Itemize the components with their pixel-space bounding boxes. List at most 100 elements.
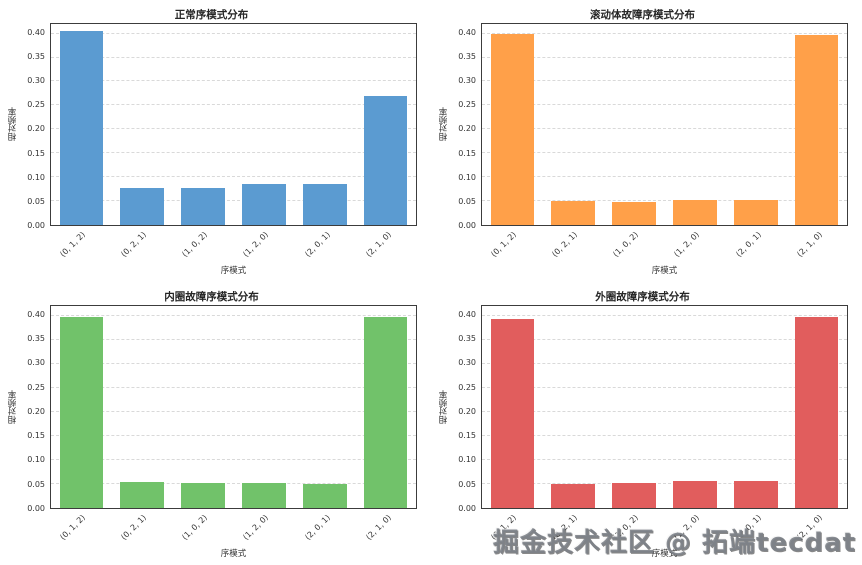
bar-slot [725, 24, 786, 225]
y-tick-label: 0.15 [27, 431, 45, 441]
y-axis: 0.00 0.05 0.10 0.15 0.20 0.25 0.30 0.35 0.40 [451, 23, 481, 229]
x-axis-label: 序模式 [651, 549, 678, 559]
plot-area [481, 305, 848, 509]
y-tick-label: 0.40 [27, 309, 45, 319]
bar-slot [294, 24, 355, 225]
bar-slot [233, 24, 294, 225]
bar [363, 95, 408, 225]
bar [242, 184, 286, 225]
gridline [51, 338, 416, 340]
bar-slot [51, 24, 112, 225]
gridline [51, 80, 416, 82]
y-tick-label: 0.30 [458, 76, 476, 85]
y-tick-label: 0.10 [458, 455, 476, 465]
gridline [482, 386, 847, 388]
chart-title: 外圈故障序模式分布 [595, 291, 690, 303]
bar-slot [604, 24, 665, 225]
bar-slot [543, 306, 604, 508]
x-axis: (0, 1, 2) (0, 2, 1) (1, 0, 2) (1, 2, 0) (2, … [489, 230, 824, 259]
bar [794, 34, 839, 225]
bar [551, 483, 596, 508]
y-tick-label: 0.15 [458, 431, 476, 441]
y-tick-label: 0.35 [27, 334, 45, 343]
bar-slot [664, 306, 725, 508]
y-axis: 0.00 0.05 0.10 0.15 0.20 0.25 0.30 0.35 0.40 [20, 23, 50, 229]
y-tick-label: 0.20 [27, 124, 45, 134]
gridline [482, 362, 847, 364]
chart-title: 滚动体故障序模式分布 [590, 9, 695, 21]
gridline [51, 176, 416, 178]
bar-slot [725, 306, 786, 508]
y-axis-label: 相对频率 [439, 107, 449, 142]
y-tick-label: 0.25 [27, 100, 45, 110]
gridline [482, 434, 847, 436]
gridline [482, 128, 847, 130]
bar [490, 33, 535, 225]
y-tick-label: 0.25 [458, 382, 476, 392]
bar [733, 200, 778, 225]
bar [673, 481, 717, 508]
bar [551, 200, 596, 225]
gridline [51, 434, 416, 436]
gridline [482, 32, 847, 34]
y-tick-label: 0.25 [458, 100, 476, 110]
bar [733, 481, 778, 508]
gridline [482, 176, 847, 178]
y-tick-label: 0.10 [458, 172, 476, 182]
gridline [51, 314, 416, 316]
gridline [482, 482, 847, 484]
chart-normal: 正常序模式分布 相对频率 0.00 0.05 0.10 0.15 0.20 0.25 0.3… [0, 0, 431, 282]
y-tick-label: 0.40 [27, 27, 45, 37]
chart-title: 内圈故障序模式分布 [164, 291, 259, 303]
plot-area [50, 305, 417, 509]
bar-slot [233, 306, 294, 508]
y-tick-label: 0.40 [458, 309, 476, 319]
y-tick-label: 0.00 [458, 221, 476, 230]
y-tick-label: 0.25 [27, 382, 45, 392]
gridline [51, 362, 416, 364]
bar-slot [604, 306, 665, 508]
bar-slot [786, 306, 847, 508]
bar-slot [173, 306, 234, 508]
gridline [51, 152, 416, 154]
gridline [51, 458, 416, 460]
gridline [51, 410, 416, 412]
y-tick-label: 0.05 [458, 479, 476, 489]
x-axis-label: 序模式 [220, 549, 247, 559]
x-axis-label: 序模式 [220, 266, 247, 276]
y-tick-label: 0.30 [27, 76, 45, 85]
gridline [51, 32, 416, 34]
y-tick-label: 0.05 [27, 479, 45, 489]
y-tick-label: 0.40 [458, 27, 476, 37]
x-axis: (0, 1, 2) (0, 2, 1) (1, 0, 2) (1, 2, 0) (2, … [489, 513, 824, 542]
bars-layer [482, 24, 847, 225]
y-axis: 0.00 0.05 0.10 0.15 0.20 0.25 0.30 0.35 0.40 [451, 305, 481, 512]
bars-layer [51, 24, 416, 225]
gridline [482, 80, 847, 82]
chart-inner-race-fault: 内圈故障序模式分布 相对频率 0.00 0.05 0.10 0.15 0.20 0.25 0… [0, 282, 431, 565]
bar [363, 316, 408, 508]
chart-rolling-element-fault: 滚动体故障序模式分布 相对频率 0.00 0.05 0.10 0.15 0.20 0.25… [431, 0, 862, 282]
y-axis-label: 相对频率 [8, 107, 18, 142]
bar [302, 184, 347, 225]
bar [612, 483, 656, 508]
y-tick-label: 0.35 [458, 334, 476, 343]
gridline [51, 128, 416, 130]
gridline [51, 104, 416, 106]
bar-slot [112, 306, 173, 508]
gridline [482, 410, 847, 412]
y-tick-label: 0.10 [27, 172, 45, 182]
y-tick-label: 0.35 [27, 51, 45, 61]
bar [794, 317, 839, 508]
gridline [482, 152, 847, 154]
y-axis-label: 相对频率 [439, 390, 449, 424]
bar [181, 188, 225, 225]
chart-outer-race-fault: 外圈故障序模式分布 相对频率 0.00 0.05 0.10 0.15 0.20 0.25 0… [431, 282, 862, 565]
y-tick-label: 0.15 [458, 148, 476, 158]
plot-area [50, 23, 417, 226]
y-axis-label: 相对频率 [8, 390, 18, 424]
y-tick-label: 0.00 [27, 221, 45, 230]
bar [59, 317, 104, 508]
bar [302, 483, 347, 508]
